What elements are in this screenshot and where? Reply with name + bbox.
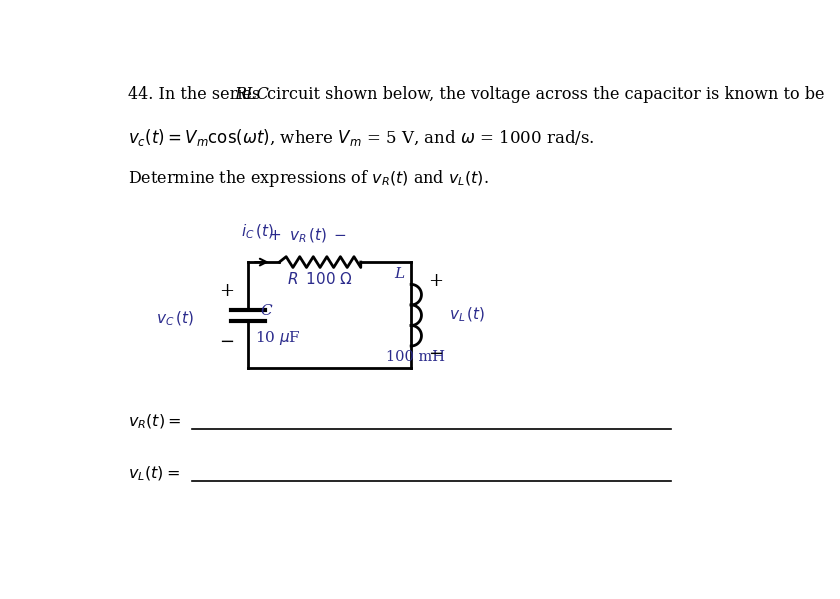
Text: circuit shown below, the voltage across the capacitor is known to be: circuit shown below, the voltage across … xyxy=(262,86,824,103)
Text: $v_C\,(t)$: $v_C\,(t)$ xyxy=(156,310,194,328)
Text: $v_L(t) =$: $v_L(t) =$ xyxy=(129,465,180,483)
Text: Determine the expressions of $v_R(t)$ and $v_L(t)$.: Determine the expressions of $v_R(t)$ an… xyxy=(129,168,489,189)
Text: 100 mH: 100 mH xyxy=(386,350,445,364)
Text: −: − xyxy=(428,344,443,363)
Text: $v_L\,(t)$: $v_L\,(t)$ xyxy=(449,306,486,325)
Text: RLC: RLC xyxy=(234,86,270,103)
Text: $+\;\;v_R\,(t)\;-$: $+\;\;v_R\,(t)\;-$ xyxy=(268,227,346,245)
Text: $R\;\;100\;\Omega$: $R\;\;100\;\Omega$ xyxy=(287,271,353,288)
Text: $i_C\,(t)$: $i_C\,(t)$ xyxy=(240,222,274,241)
Text: $v_R(t) =$: $v_R(t) =$ xyxy=(129,413,181,431)
Text: $v_c(t) = V_m\mathrm{cos}(\omega t)$, where $V_m$ = 5 V, and $\omega$ = 1000 rad: $v_c(t) = V_m\mathrm{cos}(\omega t)$, wh… xyxy=(129,128,595,149)
Text: 44. In the series: 44. In the series xyxy=(129,86,265,103)
Text: 10 $\mu$F: 10 $\mu$F xyxy=(255,329,301,347)
Text: +: + xyxy=(219,282,234,300)
Text: C: C xyxy=(260,304,271,318)
Text: −: − xyxy=(219,333,234,351)
Text: +: + xyxy=(428,271,443,289)
Text: L: L xyxy=(394,267,404,280)
